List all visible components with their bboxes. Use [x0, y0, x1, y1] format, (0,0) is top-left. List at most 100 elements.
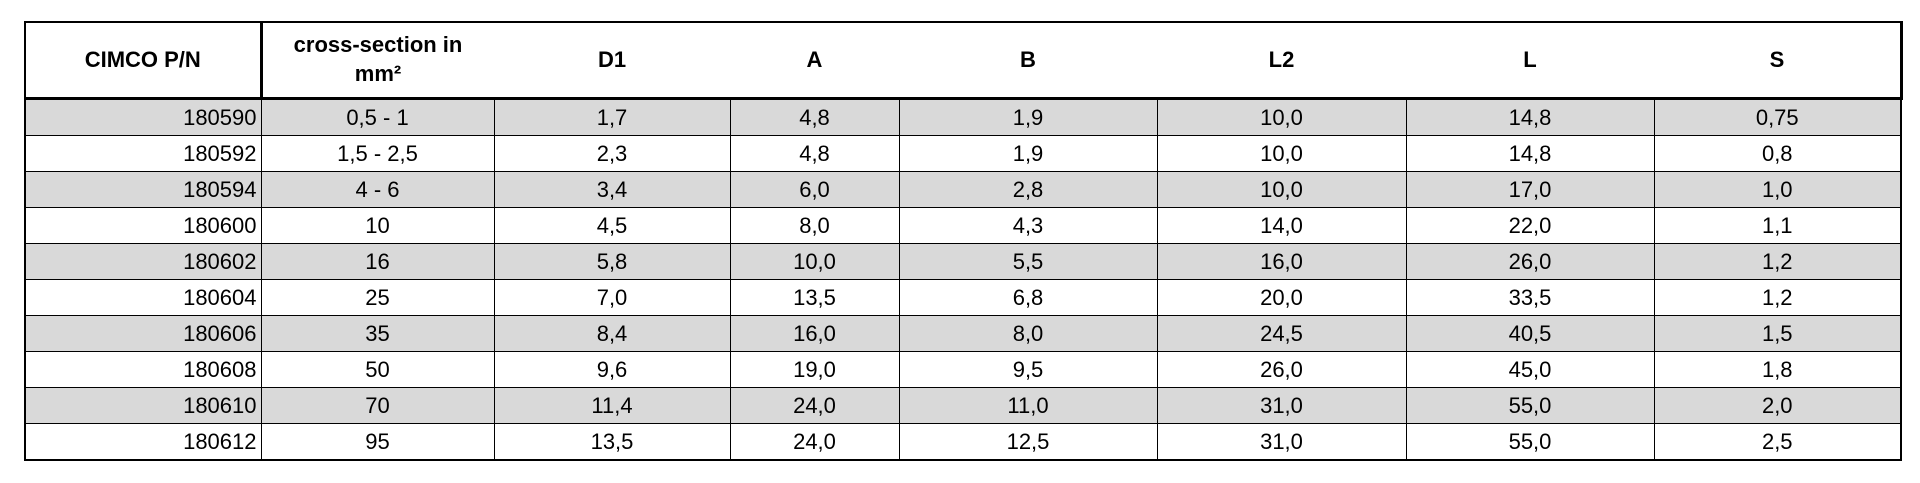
table-cell: 24,5 — [1156, 315, 1407, 352]
table-cell: 55,0 — [1405, 423, 1655, 461]
table-cell: 8,0 — [898, 315, 1158, 352]
table-cell: 10,0 — [1156, 171, 1407, 208]
table-cell: 19,0 — [729, 351, 900, 388]
table-cell: 13,5 — [493, 423, 731, 461]
table-cell: 55,0 — [1405, 387, 1655, 424]
table-row: 180610 70 11,4 24,0 11,0 31,0 55,0 2,0 — [24, 387, 1902, 424]
table-cell: 50 — [260, 351, 495, 388]
table-cell: 4,5 — [493, 207, 731, 244]
table-cell: 1,2 — [1653, 243, 1902, 280]
table-cell: 16,0 — [1156, 243, 1407, 280]
table-cell: 11,0 — [898, 387, 1158, 424]
table-cell: 11,4 — [493, 387, 731, 424]
table-cell: 24,0 — [729, 423, 900, 461]
table-cell: 70 — [260, 387, 495, 424]
table-cell: 31,0 — [1156, 387, 1407, 424]
table-cell: 180590 — [24, 98, 262, 136]
table-cell: 14,0 — [1156, 207, 1407, 244]
table-cell: 9,6 — [493, 351, 731, 388]
table-cell: 5,8 — [493, 243, 731, 280]
column-header: A — [730, 22, 900, 100]
table-cell: 7,0 — [493, 279, 731, 316]
table-cell: 1,1 — [1653, 207, 1902, 244]
column-header: D1 — [494, 22, 731, 100]
table-cell: 13,5 — [729, 279, 900, 316]
table-cell: 95 — [260, 423, 495, 461]
table-cell: 31,0 — [1156, 423, 1407, 461]
table-cell: 1,7 — [493, 98, 731, 136]
table-cell: 1,2 — [1653, 279, 1902, 316]
table-cell: 26,0 — [1156, 351, 1407, 388]
table-cell: 180594 — [24, 171, 262, 208]
table-cell: 35 — [260, 315, 495, 352]
table-cell: 45,0 — [1405, 351, 1655, 388]
table-cell: 10,0 — [729, 243, 900, 280]
table-cell: 5,5 — [898, 243, 1158, 280]
table-cell: 22,0 — [1405, 207, 1655, 244]
table-row: 180602 16 5,8 10,0 5,5 16,0 26,0 1,2 — [24, 243, 1902, 280]
table-row: 180600 10 4,5 8,0 4,3 14,0 22,0 1,1 — [24, 207, 1902, 244]
table-cell: 180602 — [24, 243, 262, 280]
table-cell: 0,5 - 1 — [260, 98, 495, 136]
table-cell: 1,9 — [898, 98, 1158, 136]
table-cell: 4 - 6 — [260, 171, 495, 208]
header-row: CIMCO P/N cross-section in mm² D1 A B L2 L S — [25, 22, 1903, 100]
table-cell: 180612 — [24, 423, 262, 461]
table-row: 180608 50 9,6 19,0 9,5 26,0 45,0 1,8 — [24, 351, 1902, 388]
table-cell: 4,3 — [898, 207, 1158, 244]
table-cell: 1,9 — [898, 135, 1158, 172]
table-row: 180606 35 8,4 16,0 8,0 24,5 40,5 1,5 — [24, 315, 1902, 352]
table-cell: 1,8 — [1653, 351, 1902, 388]
table-cell: 180610 — [24, 387, 262, 424]
table-cell: 2,3 — [493, 135, 731, 172]
table-cell: 2,8 — [898, 171, 1158, 208]
table-cell: 2,5 — [1653, 423, 1902, 461]
table-cell: 1,0 — [1653, 171, 1902, 208]
table-body: 180590 0,5 - 1 1,7 4,8 1,9 10,0 14,8 0,75 180592… — [24, 98, 1902, 461]
column-header: CIMCO P/N — [25, 22, 263, 100]
table-row: 180590 0,5 - 1 1,7 4,8 1,9 10,0 14,8 0,75 — [24, 98, 1902, 136]
table-cell: 17,0 — [1405, 171, 1655, 208]
table-cell: 180592 — [24, 135, 262, 172]
table-row: 180612 95 13,5 24,0 12,5 31,0 55,0 2,5 — [24, 423, 1902, 461]
table-cell: 6,8 — [898, 279, 1158, 316]
table-cell: 180604 — [24, 279, 262, 316]
table-cell: 9,5 — [898, 351, 1158, 388]
table-cell: 8,0 — [729, 207, 900, 244]
table-cell: 2,0 — [1653, 387, 1902, 424]
table-cell: 6,0 — [729, 171, 900, 208]
table-cell: 20,0 — [1156, 279, 1407, 316]
table-cell: 0,8 — [1653, 135, 1902, 172]
spec-table: CIMCO P/N cross-section in mm² D1 A B L2 L S 18… — [24, 21, 1903, 461]
table-row: 180604 25 7,0 13,5 6,8 20,0 33,5 1,2 — [24, 279, 1902, 316]
table-cell: 10,0 — [1156, 135, 1407, 172]
table-cell: 180606 — [24, 315, 262, 352]
table-cell: 40,5 — [1405, 315, 1655, 352]
table-cell: 14,8 — [1405, 98, 1655, 136]
table-cell: 3,4 — [493, 171, 731, 208]
table-cell: 0,75 — [1653, 98, 1902, 136]
table-cell: 8,4 — [493, 315, 731, 352]
table-cell: 26,0 — [1405, 243, 1655, 280]
column-header: S — [1654, 22, 1903, 100]
table-cell: 16,0 — [729, 315, 900, 352]
table-cell: 10,0 — [1156, 98, 1407, 136]
column-header: L — [1406, 22, 1655, 100]
column-header: L2 — [1157, 22, 1407, 100]
table-cell: 180600 — [24, 207, 262, 244]
table-row: 180594 4 - 6 3,4 6,0 2,8 10,0 17,0 1,0 — [24, 171, 1902, 208]
table-cell: 25 — [260, 279, 495, 316]
table-cell: 1,5 - 2,5 — [260, 135, 495, 172]
table-row: 180592 1,5 - 2,5 2,3 4,8 1,9 10,0 14,8 0,8 — [24, 135, 1902, 172]
column-header: cross-section in mm² — [261, 22, 495, 100]
column-header: B — [899, 22, 1158, 100]
table-cell: 12,5 — [898, 423, 1158, 461]
table-cell: 180608 — [24, 351, 262, 388]
table-cell: 16 — [260, 243, 495, 280]
table-header: CIMCO P/N cross-section in mm² D1 A B L2 L S — [25, 22, 1903, 100]
table-cell: 33,5 — [1405, 279, 1655, 316]
table-cell: 14,8 — [1405, 135, 1655, 172]
table-cell: 1,5 — [1653, 315, 1902, 352]
table-cell: 4,8 — [729, 98, 900, 136]
